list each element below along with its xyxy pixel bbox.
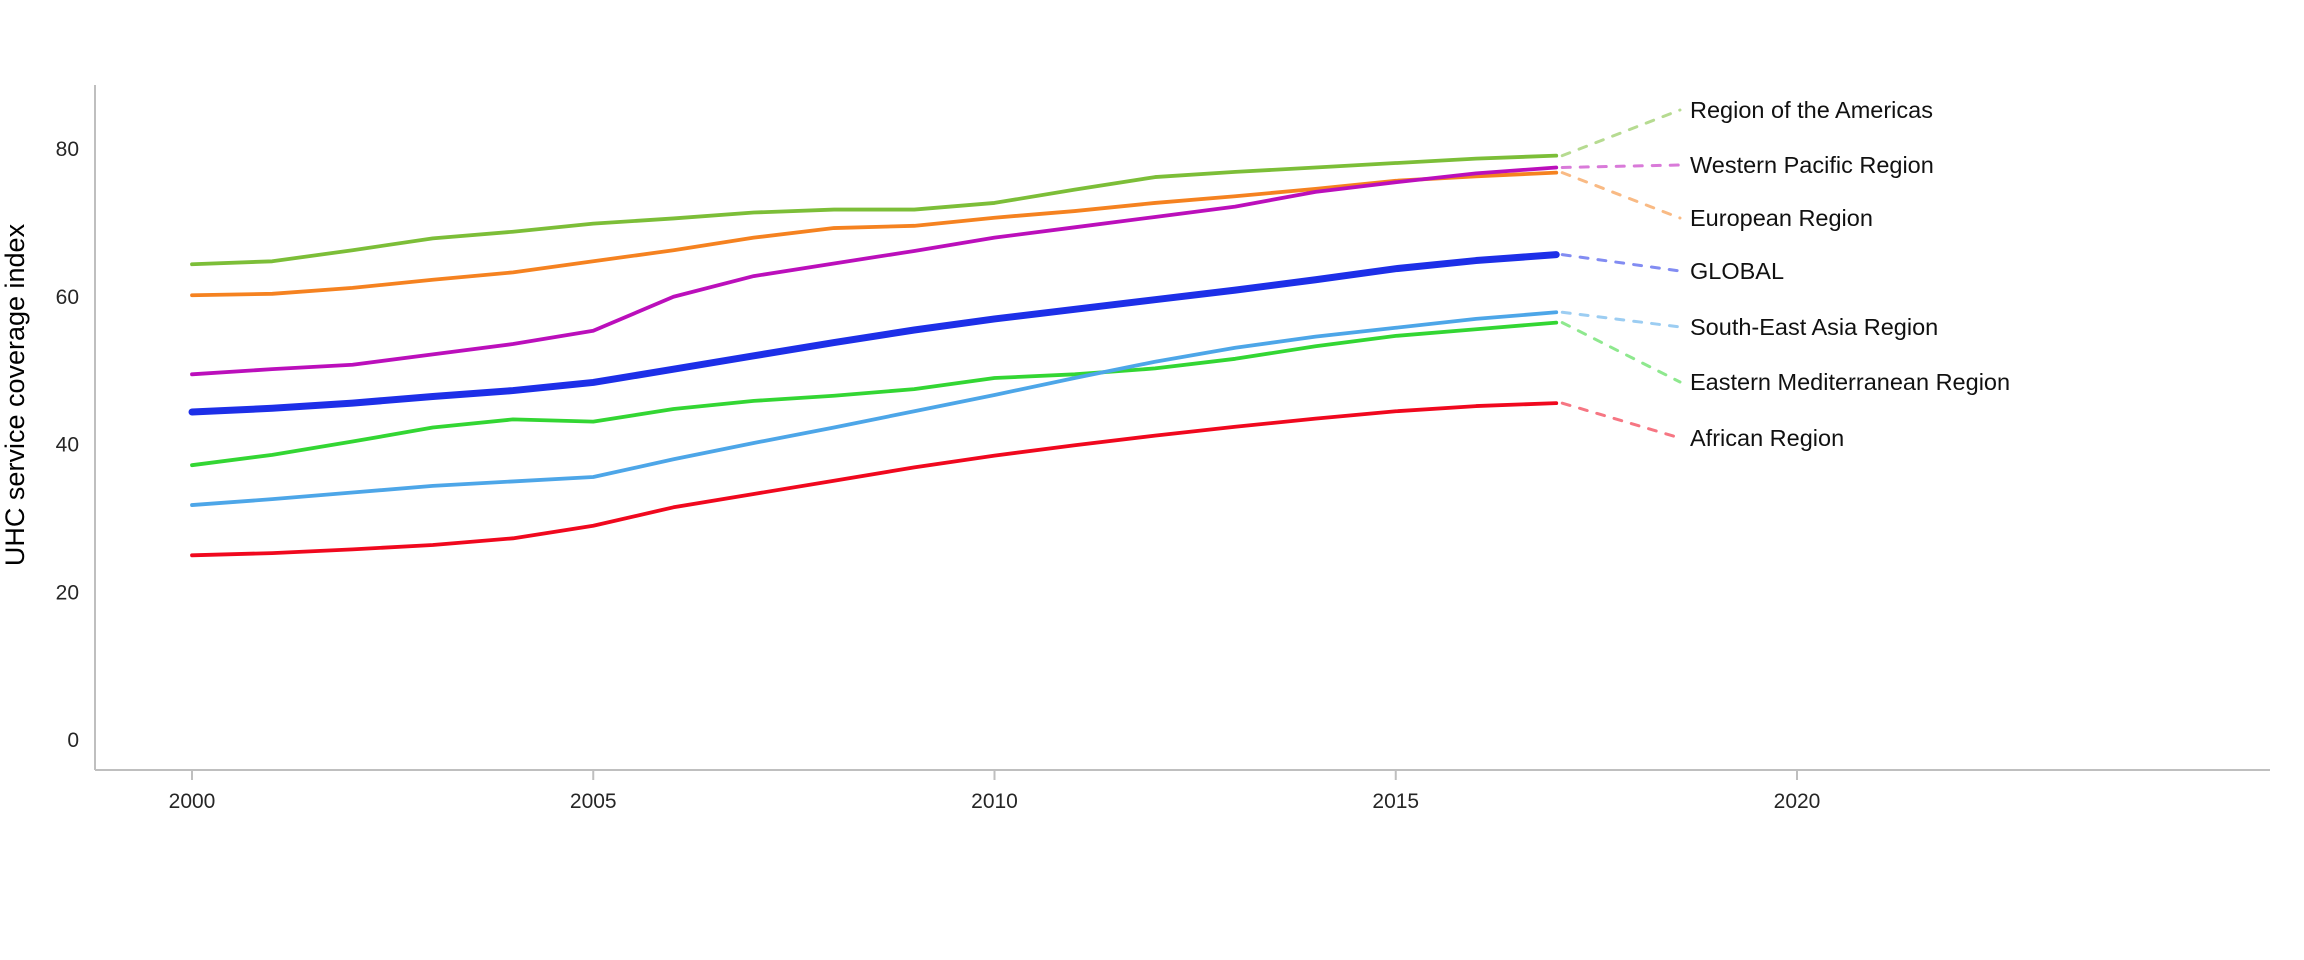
legend-leader-region-of-the-americas xyxy=(1560,108,1682,158)
series-line-eastern-mediterranean-region xyxy=(190,320,1559,468)
x-tick-label: 2000 xyxy=(169,790,216,813)
legend-label-western-pacific-region: Western Pacific Region xyxy=(1690,152,1934,178)
legend-label-region-of-the-americas: Region of the Americas xyxy=(1690,97,1933,123)
y-tick-label: 0 xyxy=(67,729,79,752)
series-line-south-east-asia-region xyxy=(190,310,1559,507)
legend-leader-african-region xyxy=(1560,401,1682,440)
legend-leader-western-pacific-region xyxy=(1560,163,1682,169)
legend-label-eastern-mediterranean-region: Eastern Mediterranean Region xyxy=(1690,369,2010,395)
y-axis-title: UHC service coverage index xyxy=(0,223,30,566)
y-tick-label: 60 xyxy=(56,286,79,309)
x-tick-label: 2015 xyxy=(1372,790,1419,813)
series-line-global xyxy=(188,251,1560,416)
y-tick-label: 40 xyxy=(56,434,79,457)
series-line-region-of-the-americas xyxy=(190,153,1559,267)
legend-label-south-east-asia-region: South-East Asia Region xyxy=(1690,314,1938,340)
legend-label-global: GLOBAL xyxy=(1690,258,1784,284)
series-line-african-region xyxy=(190,401,1559,558)
series-line-european-region xyxy=(190,170,1559,298)
x-tick-label: 2005 xyxy=(570,790,617,813)
y-tick-label: 20 xyxy=(56,581,79,604)
legend-leader-global xyxy=(1560,253,1682,273)
legend-label-european-region: European Region xyxy=(1690,205,1873,231)
legend-leader-european-region xyxy=(1560,171,1682,220)
legend-leader-south-east-asia-region xyxy=(1560,310,1682,329)
x-tick-label: 2020 xyxy=(1774,790,1821,813)
y-tick-label: 80 xyxy=(56,138,79,161)
legend-label-african-region: African Region xyxy=(1690,425,1844,451)
x-tick-label: 2010 xyxy=(971,790,1018,813)
legend-leader-eastern-mediterranean-region xyxy=(1560,321,1682,384)
series-line-western-pacific-region xyxy=(190,165,1559,377)
